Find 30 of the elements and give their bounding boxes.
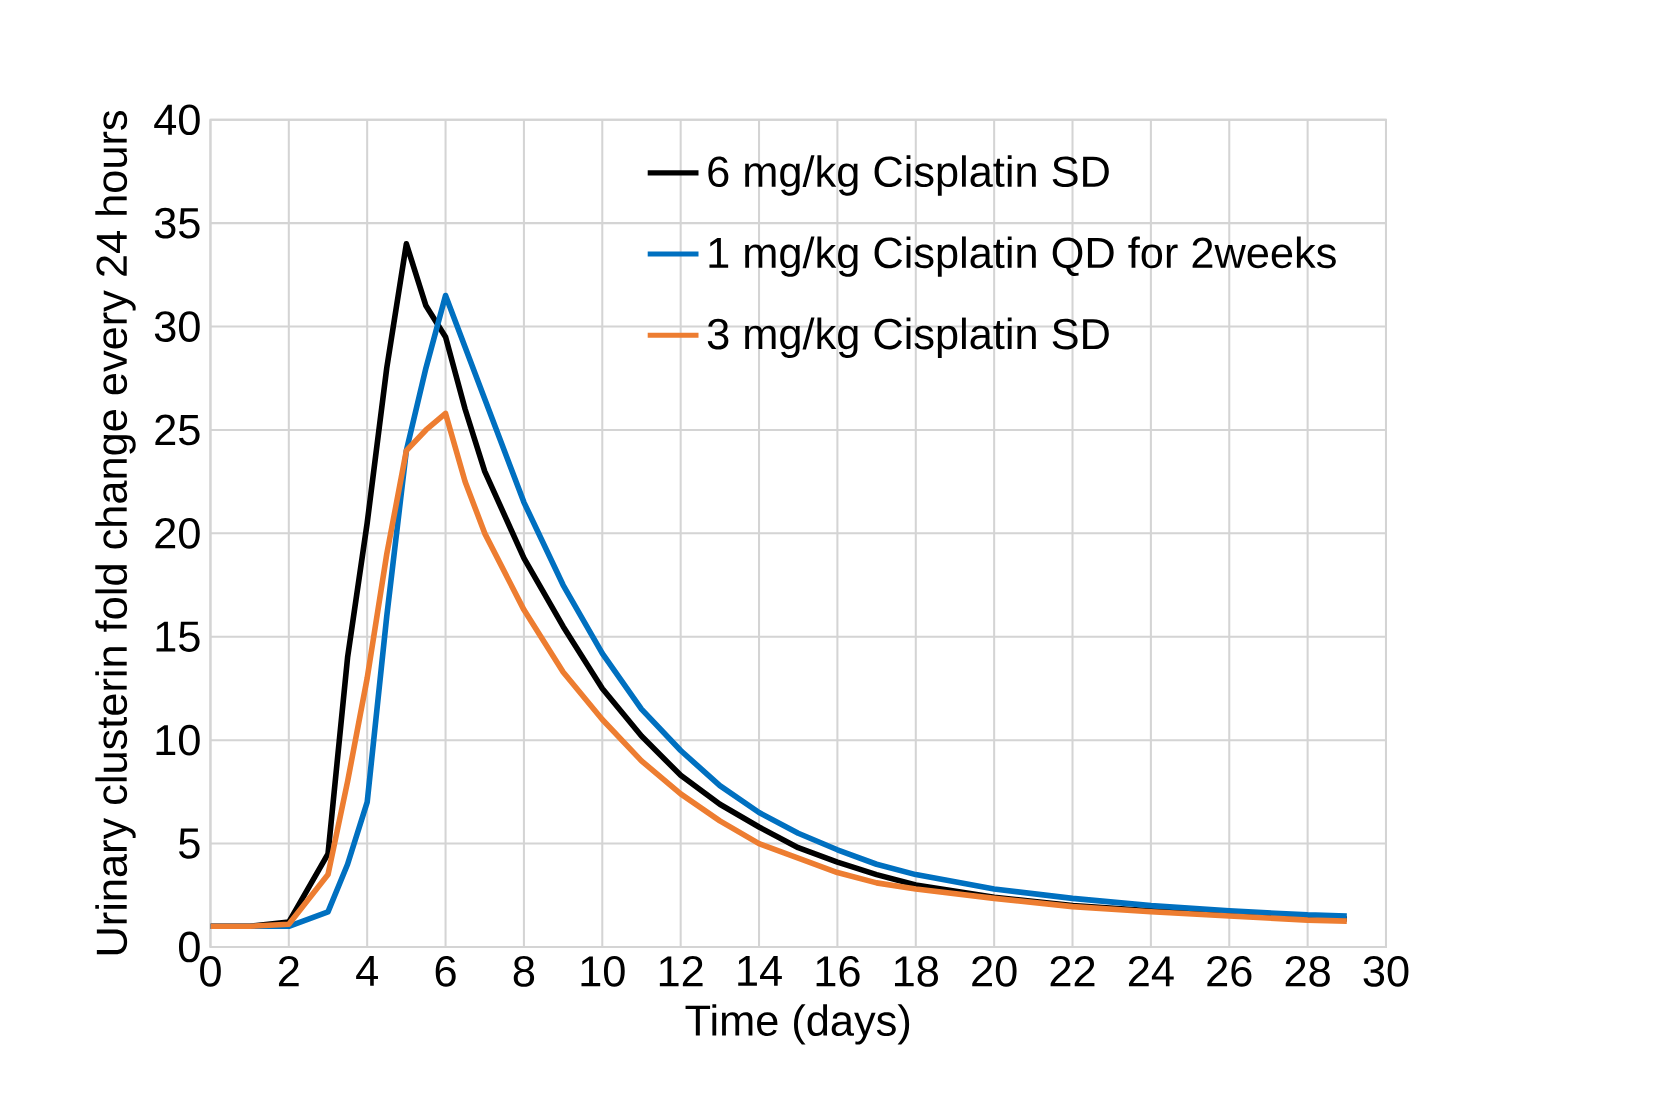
legend-label: 6 mg/kg Cisplatin SD	[708, 155, 1109, 196]
x-tick-label: 30	[1363, 956, 1409, 987]
x-tick-label: 12	[659, 956, 703, 987]
legend-label: 1 mg/kg Cisplatin QD for 2weeks	[709, 236, 1336, 277]
x-tick-label: 6	[435, 956, 456, 987]
x-tick-label: 26	[1207, 956, 1252, 987]
x-tick-label: 18	[894, 956, 939, 987]
x-tick-label: 16	[816, 956, 860, 987]
y-tick-label: 25	[155, 414, 200, 446]
y-tick-label: 30	[154, 311, 200, 342]
x-tick-label: 2	[278, 956, 299, 987]
y-tick-label: 5	[179, 828, 200, 859]
legend-label: 3 mg/kg Cisplatin SD	[707, 317, 1109, 359]
y-tick-label: 35	[154, 207, 200, 239]
y-tick-label: 20	[155, 518, 200, 549]
x-tick-label: 10	[581, 956, 625, 987]
x-tick-label: 22	[1050, 956, 1095, 987]
y-axis-title: Urinary clusterin fold change every 24 hours	[95, 111, 136, 955]
y-tick-label: 10	[156, 724, 200, 756]
x-tick-label: 20	[972, 956, 1017, 987]
x-tick-label: 0	[200, 956, 221, 987]
x-tick-label: 4	[356, 956, 378, 986]
x-tick-label: 28	[1285, 956, 1330, 987]
x-tick-label: 24	[1128, 956, 1174, 987]
x-tick-label: 8	[513, 956, 535, 987]
x-tick-label: 14	[738, 956, 782, 986]
y-tick-label: 0	[179, 931, 200, 963]
y-tick-label: 40	[154, 104, 200, 136]
x-axis-title: Time (days)	[685, 1004, 910, 1045]
y-tick-label: 15	[156, 621, 200, 652]
